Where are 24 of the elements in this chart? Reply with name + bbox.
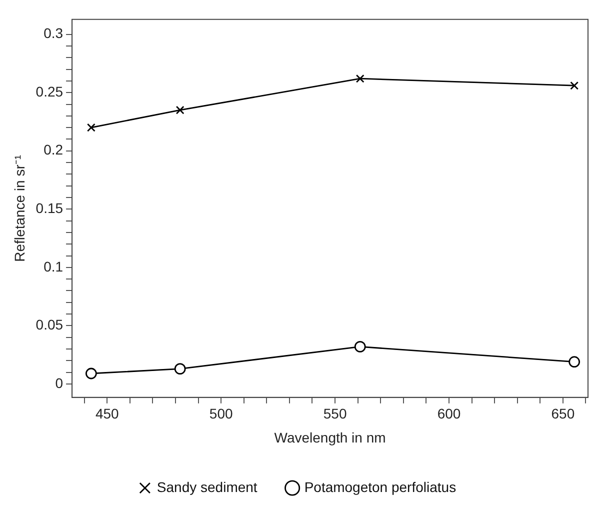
y-tick-label: 0.2: [44, 142, 64, 158]
y-tick-label: 0: [55, 374, 64, 391]
x-axis-title: Wavelength in nm: [274, 429, 386, 446]
point: [356, 74, 364, 83]
x-tick-label: 450: [95, 406, 120, 422]
x-tick-label: 600: [437, 406, 461, 422]
point: [354, 340, 366, 352]
legend-label: Sandy sediment: [156, 478, 258, 495]
y-tick-label: 0.15: [36, 200, 64, 216]
x-tick-label: 550: [323, 406, 347, 422]
point: [176, 106, 184, 114]
y-axis-title: Refletance in sr⁻¹: [11, 154, 28, 262]
x-tick-label: 500: [209, 406, 233, 422]
point: [86, 123, 96, 132]
legend-label: Potamogeton perfoliatus: [304, 478, 456, 495]
y-tick-label: 0.05: [36, 316, 64, 333]
x-tick-label: 650: [551, 406, 575, 422]
y-tick-label: 0.3: [44, 25, 64, 42]
point: [85, 368, 97, 380]
y-tick-label: 0.25: [36, 83, 64, 100]
y-tick-label: 0.1: [44, 258, 64, 274]
point: [568, 356, 580, 368]
point: [570, 81, 579, 90]
point: [174, 363, 186, 375]
